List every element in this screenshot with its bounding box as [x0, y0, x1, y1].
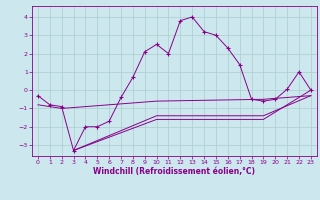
X-axis label: Windchill (Refroidissement éolien,°C): Windchill (Refroidissement éolien,°C)	[93, 167, 255, 176]
